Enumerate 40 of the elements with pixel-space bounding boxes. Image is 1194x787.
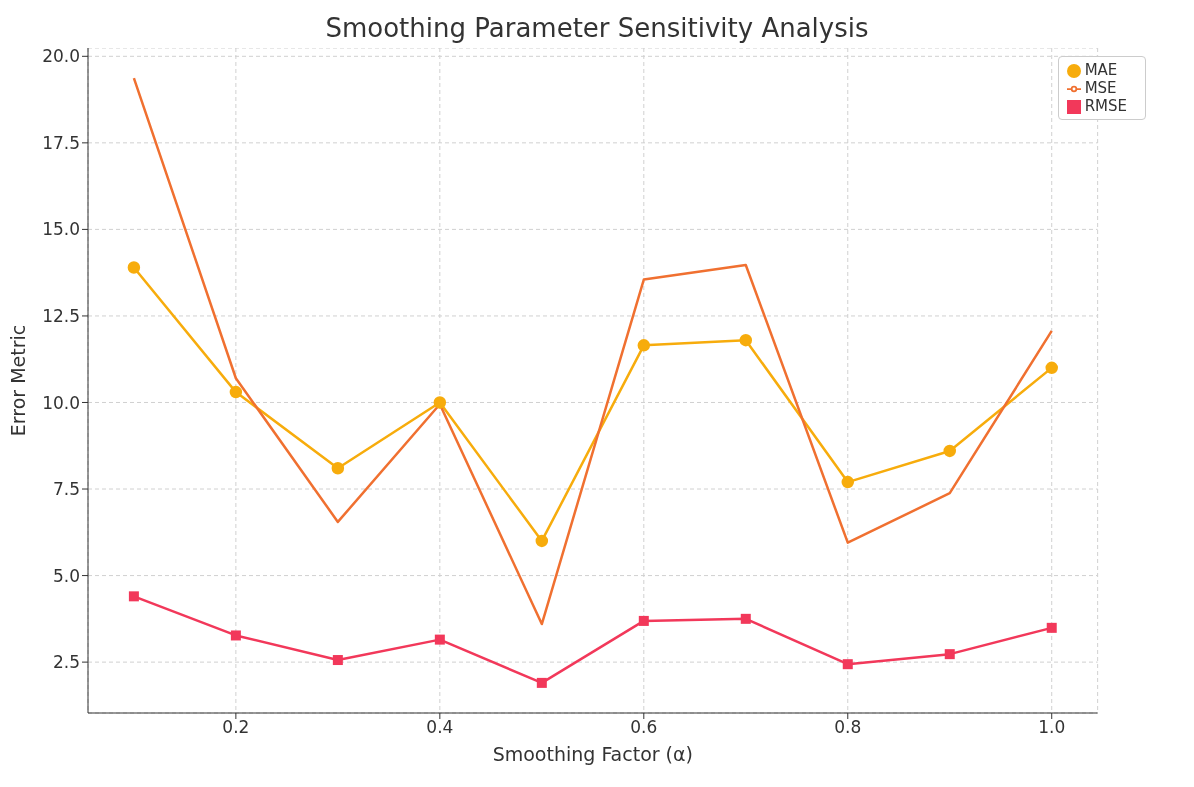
point <box>740 613 751 624</box>
point <box>536 677 547 688</box>
point <box>637 339 651 352</box>
point <box>739 333 753 347</box>
chart-title: Smoothing Parameter Sensitivity Analysis <box>324 12 870 45</box>
x-axis-title: Smoothing Factor (α) <box>492 743 693 765</box>
y-tick-label: 20.0 <box>42 46 80 67</box>
x-tick-label: 1.0 <box>1038 717 1066 738</box>
y-tick-label: 17.5 <box>42 132 80 153</box>
point <box>638 615 649 626</box>
y-tick-label: 2.5 <box>52 652 80 673</box>
y-axis-title: Error Metric <box>6 324 29 437</box>
point <box>127 261 141 274</box>
legend-label: MSE <box>1084 79 1117 97</box>
point <box>944 649 955 660</box>
x-tick-label: 0.6 <box>630 717 658 738</box>
point <box>535 534 549 548</box>
point <box>1045 361 1058 375</box>
legend-label: RMSE <box>1084 97 1127 115</box>
x-tick-label: 0.8 <box>834 717 862 738</box>
point <box>331 462 345 475</box>
point <box>434 634 445 645</box>
point <box>1046 622 1057 633</box>
legend-label: MAE <box>1084 61 1118 79</box>
y-tick-label: 5.0 <box>52 565 80 586</box>
point <box>230 630 241 641</box>
x-tick-label: 0.4 <box>426 717 454 738</box>
point <box>332 655 343 666</box>
point <box>842 659 853 670</box>
point <box>943 444 956 458</box>
point <box>841 475 855 489</box>
y-tick-label: 7.5 <box>52 479 80 500</box>
line-series <box>132 76 1053 626</box>
y-tick-label: 10.0 <box>42 392 80 413</box>
point <box>229 385 243 399</box>
point <box>433 396 447 409</box>
y-tick-label: 15.0 <box>42 219 80 240</box>
y-tick-label: 12.5 <box>42 305 80 326</box>
x-tick-label: 0.2 <box>222 717 250 738</box>
point <box>128 591 139 602</box>
